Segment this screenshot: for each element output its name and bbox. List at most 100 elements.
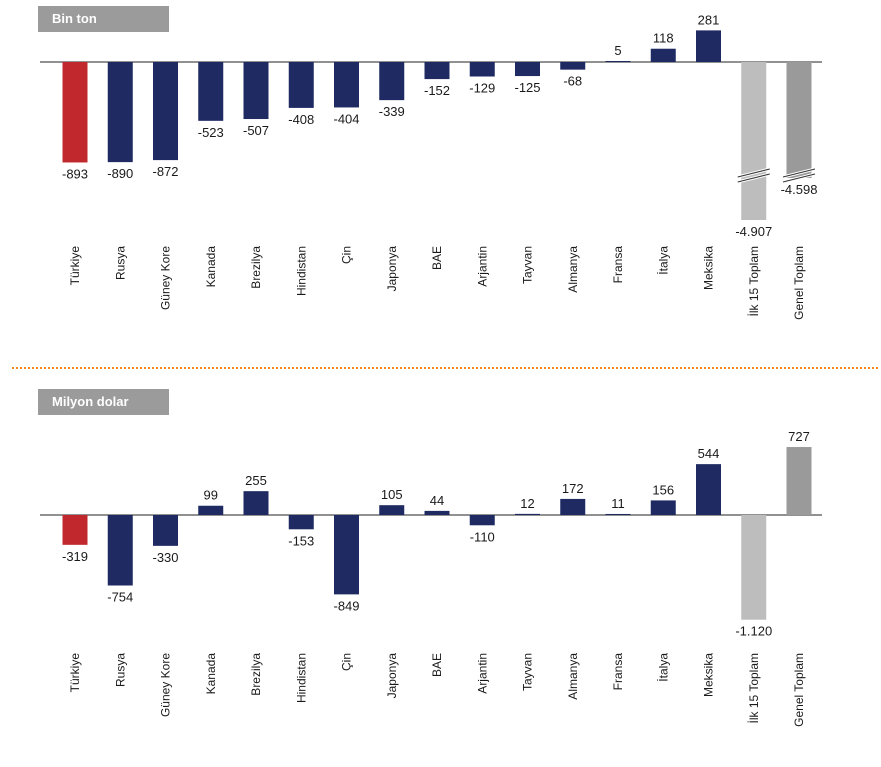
value-label-0-16: -4.598 bbox=[781, 182, 818, 197]
value-label-0-8: -152 bbox=[424, 83, 450, 98]
bar-1-5 bbox=[288, 515, 314, 530]
value-label-0-12: 5 bbox=[614, 43, 621, 58]
value-label-0-11: -68 bbox=[563, 74, 582, 89]
category-label-1-10: Tayvan bbox=[521, 653, 535, 691]
value-label-0-4: -507 bbox=[243, 123, 269, 138]
category-label-1-8: BAE bbox=[430, 653, 444, 677]
panel-divider bbox=[12, 367, 878, 369]
value-label-0-6: -404 bbox=[333, 111, 359, 126]
bar-0-9 bbox=[469, 62, 495, 77]
category-label-0-12: Fransa bbox=[611, 246, 625, 284]
bar-0-7 bbox=[379, 62, 405, 101]
category-label-1-15: İlk 15 Toplam bbox=[747, 653, 761, 723]
bar-1-11 bbox=[560, 498, 586, 515]
category-label-0-4: Brezilya bbox=[249, 246, 263, 289]
bar-0-10 bbox=[515, 62, 540, 77]
value-label-1-9: -110 bbox=[470, 529, 495, 544]
category-label-0-2: Güney Kore bbox=[159, 246, 173, 310]
bar-0-5 bbox=[288, 62, 314, 108]
bar-1-10 bbox=[515, 513, 540, 515]
bar-0-8 bbox=[424, 62, 450, 80]
bar-0-2 bbox=[153, 62, 178, 161]
value-label-0-9: -129 bbox=[469, 81, 495, 96]
bar-0-6 bbox=[334, 62, 359, 108]
bar-0-12 bbox=[605, 61, 631, 62]
value-label-1-12: 11 bbox=[611, 496, 625, 511]
bar-0-13 bbox=[650, 48, 676, 62]
value-label-0-14: 281 bbox=[698, 12, 720, 27]
category-label-1-4: Brezilya bbox=[249, 653, 263, 696]
category-label-1-2: Güney Kore bbox=[159, 653, 173, 717]
value-label-1-0: -319 bbox=[62, 549, 88, 564]
value-label-1-1: -754 bbox=[107, 589, 133, 604]
bar-0-0 bbox=[62, 62, 88, 163]
category-label-1-13: İtalya bbox=[656, 653, 670, 682]
category-label-1-14: Meksika bbox=[702, 653, 716, 697]
bar-1-6 bbox=[334, 515, 359, 595]
category-label-0-8: BAE bbox=[430, 246, 444, 270]
category-label-0-9: Arjantin bbox=[475, 246, 489, 287]
bar-1-7 bbox=[379, 505, 405, 515]
category-label-1-5: Hindistan bbox=[294, 653, 308, 703]
category-label-1-3: Kanada bbox=[204, 653, 218, 695]
value-label-0-3: -523 bbox=[198, 125, 224, 140]
category-label-0-6: Çin bbox=[340, 246, 354, 264]
category-label-0-7: Japonya bbox=[385, 246, 399, 292]
value-label-1-5: -153 bbox=[288, 533, 314, 548]
panel-label-milyon-dolar: Milyon dolar bbox=[38, 389, 169, 415]
category-label-1-9: Arjantin bbox=[475, 653, 489, 694]
category-label-0-11: Almanya bbox=[566, 246, 580, 293]
value-label-0-15: -4.907 bbox=[735, 224, 772, 239]
bar-0-11 bbox=[560, 62, 586, 70]
bar-0-14 bbox=[696, 30, 721, 62]
category-label-1-6: Çin bbox=[340, 653, 354, 671]
bar-1-2 bbox=[153, 515, 178, 546]
category-label-0-3: Kanada bbox=[204, 246, 218, 288]
axis-break-line-0-16 bbox=[782, 168, 816, 183]
bar-1-4 bbox=[243, 491, 269, 515]
bar-0-4 bbox=[243, 62, 269, 120]
category-label-0-16: Genel Toplam bbox=[792, 246, 806, 320]
category-label-1-0: Türkiye bbox=[68, 653, 82, 693]
value-label-0-7: -339 bbox=[379, 104, 405, 119]
bar-1-1 bbox=[107, 515, 133, 586]
bar-1-12 bbox=[605, 513, 631, 515]
value-label-1-2: -330 bbox=[152, 550, 178, 565]
value-label-0-13: 118 bbox=[653, 31, 674, 46]
category-label-0-0: Türkiye bbox=[68, 246, 82, 286]
bar-0-1 bbox=[107, 62, 133, 163]
bar-0-15 bbox=[741, 62, 767, 220]
value-label-0-10: -125 bbox=[514, 80, 540, 95]
value-label-1-13: 156 bbox=[652, 482, 674, 497]
category-label-0-15: İlk 15 Toplam bbox=[747, 246, 761, 316]
bar-1-9 bbox=[469, 515, 495, 526]
panel-label-bin-ton: Bin ton bbox=[38, 6, 169, 32]
value-label-0-5: -408 bbox=[288, 112, 314, 127]
bar-1-0 bbox=[62, 515, 88, 545]
bar-1-8 bbox=[424, 510, 450, 515]
value-label-1-4: 255 bbox=[245, 473, 267, 488]
value-label-1-6: -849 bbox=[333, 598, 359, 613]
value-label-1-15: -1.120 bbox=[735, 624, 772, 639]
category-label-0-13: İtalya bbox=[656, 246, 670, 275]
axis-break-line-0-15 bbox=[737, 168, 770, 183]
bar-1-13 bbox=[650, 500, 676, 515]
value-label-0-0: -893 bbox=[62, 166, 88, 181]
category-label-0-1: Rusya bbox=[113, 246, 127, 280]
value-label-0-1: -890 bbox=[107, 166, 133, 181]
category-label-1-11: Almanya bbox=[566, 653, 580, 700]
bar-0-3 bbox=[198, 62, 224, 121]
category-label-0-10: Tayvan bbox=[521, 246, 535, 284]
bar-1-15 bbox=[741, 515, 767, 620]
value-label-1-8: 44 bbox=[430, 493, 444, 508]
category-label-1-16: Genel Toplam bbox=[792, 653, 806, 727]
value-label-1-3: 99 bbox=[204, 488, 218, 503]
category-label-1-12: Fransa bbox=[611, 653, 625, 691]
value-label-1-16: 727 bbox=[788, 429, 810, 444]
value-label-1-7: 105 bbox=[381, 487, 403, 502]
value-label-1-10: 12 bbox=[520, 496, 534, 511]
value-label-1-11: 172 bbox=[562, 481, 584, 496]
value-label-0-2: -872 bbox=[152, 164, 178, 179]
category-label-0-14: Meksika bbox=[702, 246, 716, 290]
